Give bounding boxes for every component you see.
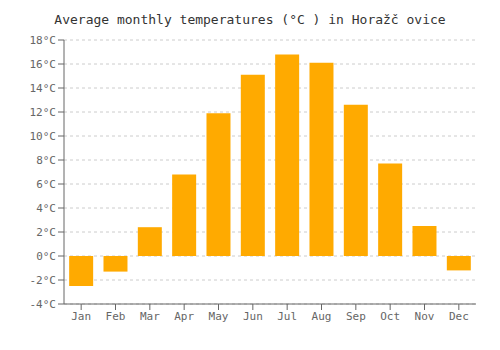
svg-text:14°C: 14°C — [30, 82, 57, 95]
svg-text:Jun: Jun — [243, 310, 263, 323]
svg-text:Jul: Jul — [277, 310, 297, 323]
svg-text:0°C: 0°C — [36, 250, 56, 263]
svg-text:2°C: 2°C — [36, 226, 56, 239]
svg-text:Nov: Nov — [415, 310, 435, 323]
svg-text:-2°C: -2°C — [30, 274, 57, 287]
svg-text:May: May — [209, 310, 229, 323]
svg-text:Mar: Mar — [140, 310, 160, 323]
svg-text:16°C: 16°C — [30, 58, 57, 71]
svg-text:Feb: Feb — [106, 310, 126, 323]
svg-text:Dec: Dec — [449, 310, 469, 323]
svg-text:10°C: 10°C — [30, 130, 57, 143]
svg-text:-4°C: -4°C — [30, 298, 57, 311]
svg-text:Aug: Aug — [312, 310, 332, 323]
svg-text:18°C: 18°C — [30, 34, 57, 47]
svg-text:12°C: 12°C — [30, 106, 57, 119]
svg-text:Sep: Sep — [346, 310, 366, 323]
svg-text:Apr: Apr — [174, 310, 194, 323]
svg-text:8°C: 8°C — [36, 154, 56, 167]
svg-text:4°C: 4°C — [36, 202, 56, 215]
svg-text:Jan: Jan — [71, 310, 91, 323]
svg-text:6°C: 6°C — [36, 178, 56, 191]
html-text:Average monthly temperatures (: Average monthly temperatures (°C ) in Ho… — [54, 12, 446, 27]
svg-text:Oct: Oct — [380, 310, 400, 323]
